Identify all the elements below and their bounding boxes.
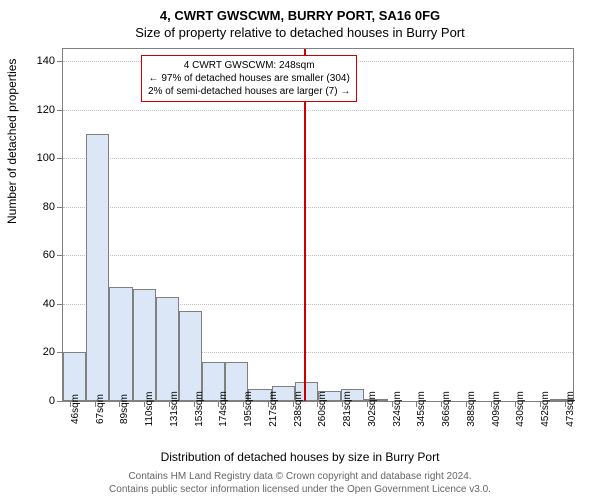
x-tick-label: 473sqm (565, 391, 576, 427)
x-tick-label: 281sqm (342, 391, 353, 427)
y-tick (57, 207, 63, 208)
chart-title-sub: Size of property relative to detached ho… (0, 23, 600, 40)
x-tick-label: 110sqm (144, 392, 155, 427)
x-tick-label: 302sqm (367, 391, 378, 427)
annotation-line-2: ← 97% of detached houses are smaller (30… (148, 72, 350, 85)
y-tick-label: 80 (43, 201, 55, 213)
y-tick-label: 20 (43, 346, 55, 358)
y-tick-label: 40 (43, 298, 55, 310)
histogram-bar (86, 134, 109, 401)
y-tick-label: 0 (49, 395, 55, 407)
annotation-line-3: 2% of semi-detached houses are larger (7… (148, 85, 350, 98)
histogram-bar (133, 289, 156, 401)
y-tick (57, 304, 63, 305)
chart-title-main: 4, CWRT GWSCWM, BURRY PORT, SA16 0FG (0, 0, 600, 23)
y-tick (57, 255, 63, 256)
y-tick (57, 110, 63, 111)
gridline (63, 207, 573, 208)
x-tick-label: 452sqm (540, 391, 551, 427)
y-tick-label: 120 (37, 104, 55, 116)
x-tick-label: 345sqm (416, 391, 427, 427)
x-tick-label: 153sqm (194, 391, 205, 427)
annotation-line-1: 4 CWRT GWSCWM: 248sqm (148, 59, 350, 72)
footer-line-1: Contains HM Land Registry data © Crown c… (0, 470, 600, 483)
x-tick-label: 217sqm (268, 391, 279, 427)
gridline (63, 110, 573, 111)
x-tick-label: 366sqm (441, 391, 452, 427)
histogram-bar (109, 287, 132, 401)
y-tick (57, 61, 63, 62)
x-tick-label: 131sqm (169, 391, 180, 427)
x-tick-label: 46sqm (70, 394, 81, 424)
x-tick-label: 260sqm (317, 391, 328, 427)
gridline (63, 255, 573, 256)
x-tick-label: 409sqm (491, 391, 502, 427)
footer-line-2: Contains public sector information licen… (0, 483, 600, 496)
x-axis-label: Distribution of detached houses by size … (0, 450, 600, 464)
x-tick-label: 195sqm (243, 391, 254, 427)
x-tick-label: 388sqm (466, 391, 477, 427)
y-tick (57, 401, 63, 402)
x-tick-label: 238sqm (293, 391, 304, 427)
y-tick-label: 100 (37, 152, 55, 164)
y-axis-label: Number of detached properties (5, 59, 19, 224)
histogram-bar (156, 297, 179, 401)
plot-area: 02040608010012014046sqm67sqm89sqm110sqm1… (62, 48, 574, 402)
x-tick-label: 174sqm (218, 391, 229, 427)
chart-footer: Contains HM Land Registry data © Crown c… (0, 470, 600, 496)
annotation-box: 4 CWRT GWSCWM: 248sqm ← 97% of detached … (141, 55, 357, 102)
histogram-bar (179, 311, 202, 401)
x-tick-label: 324sqm (392, 391, 403, 427)
gridline (63, 158, 573, 159)
chart-container: 4, CWRT GWSCWM, BURRY PORT, SA16 0FG Siz… (0, 0, 600, 500)
y-tick-label: 60 (43, 249, 55, 261)
x-tick-label: 67sqm (95, 394, 106, 424)
y-tick (57, 158, 63, 159)
y-tick-label: 140 (37, 55, 55, 67)
x-tick-label: 89sqm (119, 394, 130, 424)
x-tick-label: 430sqm (515, 391, 526, 427)
